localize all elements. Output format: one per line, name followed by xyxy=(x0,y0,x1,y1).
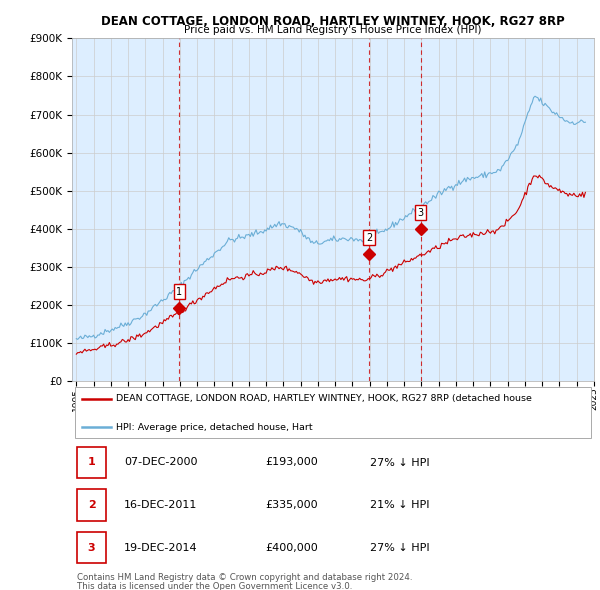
Text: 1: 1 xyxy=(176,287,182,297)
Text: DEAN COTTAGE, LONDON ROAD, HARTLEY WINTNEY, HOOK, RG27 8RP (detached house: DEAN COTTAGE, LONDON ROAD, HARTLEY WINTN… xyxy=(116,394,532,403)
Text: 1: 1 xyxy=(88,457,95,467)
FancyBboxPatch shape xyxy=(74,388,592,438)
Text: Price paid vs. HM Land Registry's House Price Index (HPI): Price paid vs. HM Land Registry's House … xyxy=(184,25,482,35)
Text: 3: 3 xyxy=(88,543,95,553)
Text: £193,000: £193,000 xyxy=(265,457,318,467)
Text: This data is licensed under the Open Government Licence v3.0.: This data is licensed under the Open Gov… xyxy=(77,582,353,590)
Text: 07-DEC-2000: 07-DEC-2000 xyxy=(124,457,198,467)
Text: HPI: Average price, detached house, Hart: HPI: Average price, detached house, Hart xyxy=(116,422,313,431)
Text: 21% ↓ HPI: 21% ↓ HPI xyxy=(370,500,429,510)
Text: £400,000: £400,000 xyxy=(265,543,318,553)
Text: DEAN COTTAGE, LONDON ROAD, HARTLEY WINTNEY, HOOK, RG27 8RP: DEAN COTTAGE, LONDON ROAD, HARTLEY WINTN… xyxy=(101,15,565,28)
Text: 27% ↓ HPI: 27% ↓ HPI xyxy=(370,543,429,553)
FancyBboxPatch shape xyxy=(77,532,106,563)
Text: Contains HM Land Registry data © Crown copyright and database right 2024.: Contains HM Land Registry data © Crown c… xyxy=(77,573,413,582)
Text: 19-DEC-2014: 19-DEC-2014 xyxy=(124,543,198,553)
Text: 16-DEC-2011: 16-DEC-2011 xyxy=(124,500,197,510)
Text: 2: 2 xyxy=(88,500,95,510)
Text: £335,000: £335,000 xyxy=(265,500,318,510)
Text: 2: 2 xyxy=(366,232,372,242)
FancyBboxPatch shape xyxy=(77,447,106,478)
Text: 27% ↓ HPI: 27% ↓ HPI xyxy=(370,457,429,467)
Text: 3: 3 xyxy=(418,208,424,218)
FancyBboxPatch shape xyxy=(77,489,106,521)
